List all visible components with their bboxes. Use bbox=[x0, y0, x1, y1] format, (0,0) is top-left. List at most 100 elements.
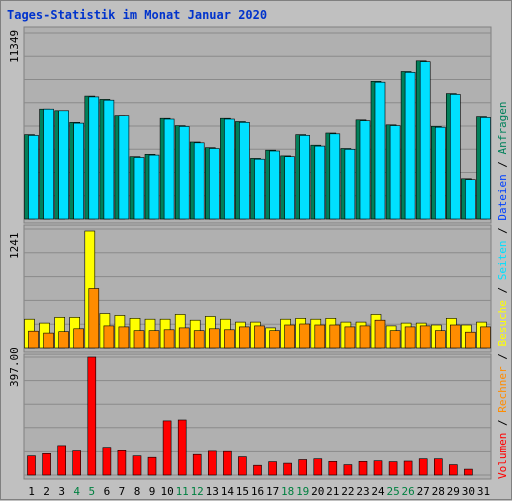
panel-visits: 1241 bbox=[8, 224, 492, 353]
x-tick-label: 29 bbox=[447, 485, 460, 498]
panel-hits-ymax-label: 11349 bbox=[8, 30, 21, 63]
x-tick-label: 13 bbox=[206, 485, 219, 498]
x-tick-label: 17 bbox=[266, 485, 279, 498]
legend: Volumen / Rechner / Besuche / Seiten / D… bbox=[496, 101, 509, 479]
bar-volumen-day-1 bbox=[27, 455, 36, 476]
x-tick-label: 31 bbox=[477, 485, 490, 498]
x-tick-label: 8 bbox=[134, 485, 141, 498]
bar-volumen-day-21 bbox=[328, 460, 338, 476]
legend-separator: / bbox=[496, 413, 509, 433]
bar-volumen-day-27 bbox=[418, 458, 428, 476]
bar-volumen-day-9 bbox=[147, 456, 157, 476]
bar-volumen-day-5 bbox=[87, 356, 97, 476]
panel-visits-ymax-label: 1241 bbox=[8, 233, 21, 260]
bar-dateien-day-1 bbox=[28, 135, 39, 220]
bar-volumen-day-14 bbox=[223, 450, 232, 476]
bar-dateien-day-6 bbox=[103, 99, 115, 220]
bar-rechner-day-4 bbox=[73, 328, 84, 349]
bar-dateien-day-30 bbox=[465, 179, 476, 220]
chart-title: Tages-Statistik im Monat Januar 2020 bbox=[7, 8, 267, 22]
bar-dateien-day-20 bbox=[314, 145, 326, 220]
legend-separator: / bbox=[496, 154, 509, 174]
x-tick-label: 27 bbox=[417, 485, 430, 498]
x-tick-label: 6 bbox=[104, 485, 111, 498]
bar-dateien-day-10 bbox=[163, 118, 175, 220]
bar-rechner-day-31 bbox=[480, 326, 491, 349]
bar-dateien-day-3 bbox=[58, 110, 70, 220]
bar-rechner-day-27 bbox=[419, 325, 431, 349]
x-tick-label: 16 bbox=[251, 485, 264, 498]
x-tick-label: 24 bbox=[371, 485, 385, 498]
bar-rechner-day-6 bbox=[103, 325, 115, 349]
legend-rechner: Rechner bbox=[496, 366, 509, 413]
x-tick-label: 14 bbox=[221, 485, 235, 498]
x-tick-label: 26 bbox=[401, 485, 414, 498]
bar-rechner-day-1 bbox=[28, 330, 39, 349]
bar-rechner-day-11 bbox=[178, 327, 190, 349]
bar-dateien-day-17 bbox=[269, 150, 280, 220]
bar-rechner-day-30 bbox=[465, 331, 476, 349]
x-tick-label: 25 bbox=[386, 485, 399, 498]
bar-rechner-day-2 bbox=[43, 332, 54, 349]
bar-dateien-day-11 bbox=[178, 126, 190, 220]
bar-volumen-day-19 bbox=[298, 459, 308, 476]
x-tick-label: 9 bbox=[149, 485, 156, 498]
bar-dateien-day-27 bbox=[419, 61, 431, 220]
legend-separator: / bbox=[496, 280, 509, 300]
x-tick-label: 30 bbox=[462, 485, 475, 498]
bar-dateien-day-8 bbox=[133, 157, 145, 220]
bar-rechner-day-18 bbox=[284, 324, 295, 349]
bar-rechner-day-19 bbox=[299, 323, 311, 349]
bar-rechner-day-7 bbox=[118, 326, 130, 349]
bar-volumen-day-28 bbox=[433, 458, 443, 476]
bar-dateien-day-5 bbox=[88, 96, 100, 220]
bar-dateien-day-24 bbox=[374, 81, 386, 220]
legend-separator: / bbox=[496, 221, 509, 241]
bar-rechner-day-28 bbox=[434, 330, 446, 349]
panel-volume: 397.00 bbox=[8, 347, 492, 480]
bar-dateien-day-25 bbox=[389, 125, 401, 220]
bar-volumen-day-6 bbox=[102, 447, 112, 476]
bar-volumen-day-4 bbox=[72, 450, 81, 476]
bar-rechner-day-29 bbox=[449, 324, 461, 349]
bar-rechner-day-22 bbox=[344, 326, 356, 349]
bar-rechner-day-26 bbox=[404, 326, 416, 349]
bar-dateien-day-15 bbox=[239, 122, 250, 220]
x-tick-label: 10 bbox=[160, 485, 173, 498]
legend-volumen: Volumen bbox=[496, 433, 509, 479]
panel-hits: 11349 bbox=[8, 26, 492, 224]
bar-volumen-day-2 bbox=[42, 452, 51, 476]
x-tick-label: 5 bbox=[88, 485, 95, 498]
bar-rechner-day-5 bbox=[88, 288, 100, 349]
x-tick-label: 2 bbox=[43, 485, 50, 498]
bar-volumen-day-11 bbox=[177, 419, 187, 476]
x-tick-label: 12 bbox=[191, 485, 204, 498]
x-tick-label: 21 bbox=[326, 485, 339, 498]
x-tick-label: 20 bbox=[311, 485, 324, 498]
bar-dateien-day-2 bbox=[43, 108, 54, 220]
bar-rechner-day-10 bbox=[163, 329, 175, 349]
bar-dateien-day-29 bbox=[449, 94, 461, 220]
bar-volumen-day-22 bbox=[343, 464, 353, 476]
bar-volumen-day-12 bbox=[192, 453, 202, 476]
bar-volumen-day-17 bbox=[268, 461, 277, 476]
panel-volume-ymax-label: 397.00 bbox=[8, 347, 21, 387]
bar-volumen-day-10 bbox=[162, 420, 172, 476]
x-tick-label: 4 bbox=[73, 485, 80, 498]
bar-volumen-day-24 bbox=[373, 460, 383, 476]
legend-seiten: Seiten bbox=[496, 241, 509, 281]
bar-rechner-day-21 bbox=[329, 324, 341, 349]
legend-anfragen: Anfragen bbox=[496, 101, 509, 154]
x-tick-label: 15 bbox=[236, 485, 249, 498]
bar-rechner-day-24 bbox=[374, 319, 386, 349]
bar-dateien-day-22 bbox=[344, 149, 356, 220]
bar-volumen-day-7 bbox=[117, 449, 127, 476]
x-tick-label: 18 bbox=[281, 485, 294, 498]
bar-dateien-day-12 bbox=[193, 142, 205, 220]
bar-volumen-day-23 bbox=[358, 460, 368, 476]
x-tick-label: 3 bbox=[58, 485, 65, 498]
bar-rechner-day-15 bbox=[239, 326, 250, 349]
bar-rechner-day-12 bbox=[193, 330, 205, 349]
